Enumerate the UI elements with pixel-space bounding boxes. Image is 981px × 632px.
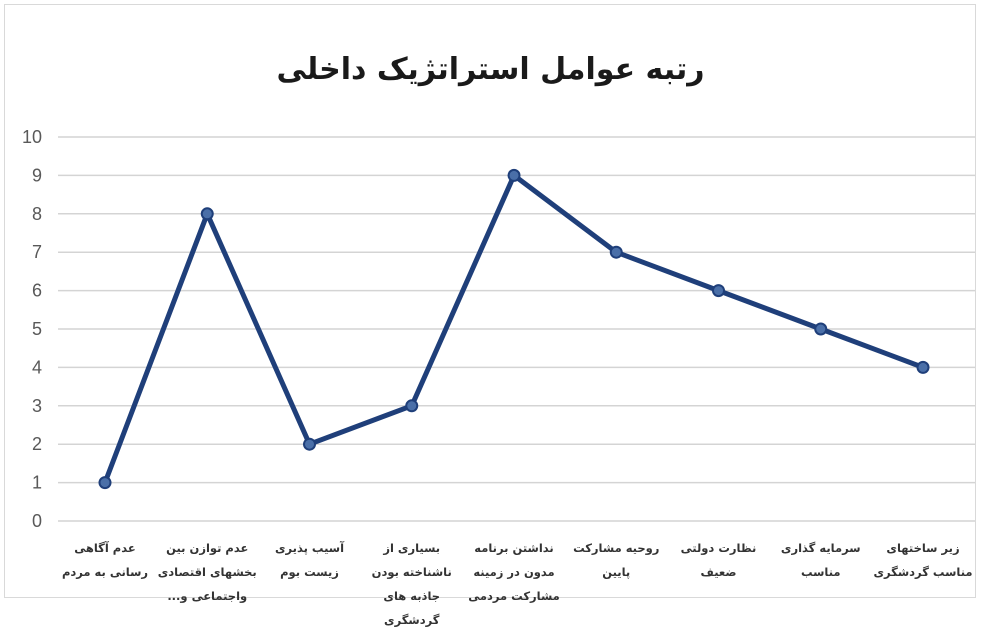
y-tick-label: 2 — [32, 434, 42, 454]
x-tick-label: روحیه مشارکت پایین — [573, 541, 660, 579]
y-tick-label: 9 — [32, 165, 42, 185]
y-tick-label: 5 — [32, 319, 42, 339]
x-tick-label: بسیاری از ناشناخته بودن جاذبه های گردشگر… — [371, 541, 452, 627]
data-point — [98, 476, 112, 490]
x-tick-label: زیر ساختهای مناسب گردشگری — [873, 541, 973, 579]
chart-title: رتبه عوامل استراتژیک داخلی — [276, 52, 705, 87]
x-tick-label: سرمایه گذاری مناسب — [780, 541, 861, 579]
x-tick-label: عدم آگاهی رسانی به مردم — [61, 541, 149, 579]
y-tick-label: 4 — [32, 357, 42, 377]
data-point — [609, 245, 623, 259]
data-point — [200, 207, 214, 221]
chart-frame — [4, 4, 976, 598]
y-tick-label: 1 — [32, 473, 42, 493]
data-point — [814, 322, 828, 336]
data-point — [916, 360, 930, 374]
y-tick-label: 10 — [22, 127, 42, 147]
x-tick-label: آسیب پذیری زیست بوم — [274, 541, 345, 579]
y-tick-label: 0 — [32, 511, 42, 531]
line-chart: 0 1 2 3 4 5 6 7 8 9 10 — [22, 127, 975, 531]
data-point — [712, 284, 725, 298]
x-tick-label: نظارت دولتی ضعیف — [680, 541, 757, 579]
data-point — [303, 437, 316, 451]
y-tick-label: 8 — [32, 204, 42, 224]
x-tick-label: نداشتن برنامه مدون در زمینه مشارکت مردمی — [468, 541, 560, 603]
data-point — [507, 168, 521, 182]
y-tick-label: 6 — [32, 281, 42, 301]
y-tick-label: 7 — [32, 242, 42, 262]
data-point — [405, 399, 419, 413]
y-tick-label: 3 — [32, 396, 42, 416]
x-tick-label: عدم توازن بین بخشهای اقتصادی واجتماعی و.… — [157, 541, 257, 603]
